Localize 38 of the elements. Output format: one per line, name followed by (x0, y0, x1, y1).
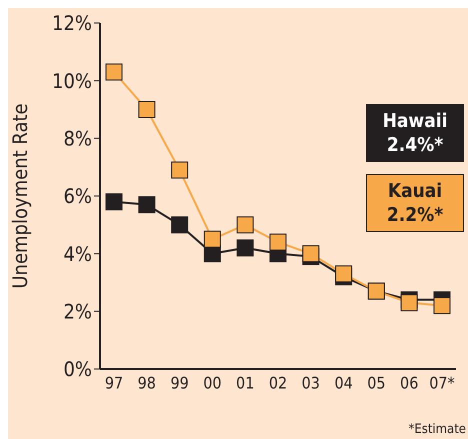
y-tick-label: 0% (63, 357, 92, 382)
y-tick-label: 10% (52, 68, 92, 93)
text: Hawaii (382, 109, 448, 133)
x-tick-label: 97 (104, 373, 124, 392)
point (138, 196, 156, 214)
x-tick-label: 01 (236, 373, 254, 392)
x-tick-label: 03 (302, 373, 320, 392)
point (400, 294, 418, 312)
text: Kauai (386, 179, 444, 203)
x-tick-label: 05 (367, 373, 386, 392)
point (434, 297, 450, 314)
x-tick-label: 04 (334, 373, 353, 392)
y-axis-title: Unemployment Rate (8, 103, 32, 289)
x-tick-label: 06 (400, 373, 418, 392)
point (236, 239, 254, 256)
point (236, 216, 254, 234)
text: *Estimate (408, 422, 466, 437)
point (270, 234, 286, 251)
point (335, 265, 352, 282)
y-tick-label: 12% (52, 11, 92, 36)
y-tick-label: 2% (63, 299, 92, 324)
point (302, 245, 320, 262)
x-tick-label: 98 (138, 373, 156, 392)
x-tick-label: 00 (203, 373, 222, 392)
x-tick-label: 07* (429, 373, 455, 392)
point (171, 216, 188, 234)
x-tick-label: 02 (268, 373, 288, 392)
point (171, 162, 188, 179)
annotation: 2.2%* (386, 203, 444, 227)
point (138, 101, 156, 118)
point (106, 64, 122, 81)
annotation: 2.4%* (386, 133, 444, 157)
y-tick-label: 6% (63, 184, 92, 208)
y-tick-label: 4% (63, 242, 92, 266)
point (106, 193, 122, 210)
x-tick-label: 99 (170, 373, 189, 392)
point (204, 230, 221, 248)
y-tick-label: 8% (63, 126, 92, 150)
